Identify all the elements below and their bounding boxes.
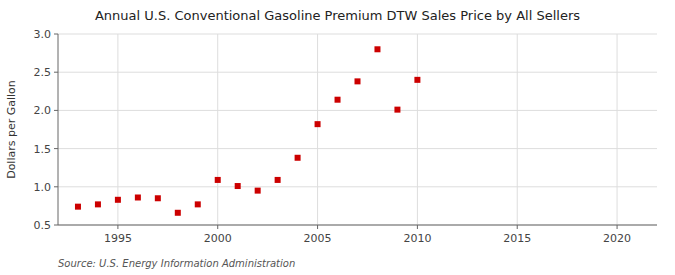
y-grid-line	[58, 34, 657, 35]
x-tick	[517, 225, 518, 229]
x-tick-label: 2015	[503, 232, 531, 245]
y-tick	[54, 34, 58, 35]
point	[374, 46, 380, 52]
x-tick	[117, 225, 118, 229]
chart-svg: Annual U.S. Conventional Gasoline Premiu…	[0, 0, 675, 275]
source-note: Source: U.S. Energy Information Administ…	[58, 258, 295, 269]
point	[275, 177, 281, 183]
x-tick	[317, 225, 318, 229]
point	[315, 121, 321, 127]
x-grid-line	[217, 34, 218, 225]
y-tick-label: 2.0	[34, 104, 52, 117]
y-grid-line	[58, 72, 657, 73]
x-tick-label: 2020	[603, 232, 631, 245]
x-tick-label: 2005	[304, 232, 332, 245]
x-tick-label: 1995	[104, 232, 132, 245]
point	[414, 77, 420, 83]
point	[394, 107, 400, 113]
x-tick-label: 2010	[403, 232, 431, 245]
y-tick	[54, 225, 58, 226]
point	[155, 195, 161, 201]
axes: 0.5 1.0 1.5 2.0 2.5 3.0 1995 2000 2005 2010 2015 20…	[34, 28, 658, 245]
y-tick	[54, 72, 58, 73]
point	[135, 194, 141, 200]
y-axis-label: Dollars per Gallon	[5, 80, 18, 179]
chart-container: Annual U.S. Conventional Gasoline Premiu…	[0, 0, 675, 275]
y-grid-line	[58, 186, 657, 187]
point	[295, 155, 301, 161]
y-tick-label: 3.0	[34, 28, 52, 41]
x-axis-line	[58, 225, 657, 226]
x-grid-line	[317, 34, 318, 225]
point	[95, 201, 101, 207]
x-tick	[617, 225, 618, 229]
y-axis-line	[58, 34, 59, 225]
x-grid-line	[417, 34, 418, 225]
point	[195, 201, 201, 207]
point	[335, 97, 341, 103]
x-tick	[417, 225, 418, 229]
y-tick-label: 2.5	[34, 66, 52, 79]
points	[75, 46, 420, 215]
y-tick	[54, 148, 58, 149]
y-tick-label: 1.0	[34, 181, 52, 194]
x-grid-line	[617, 34, 618, 225]
y-grid-line	[58, 148, 657, 149]
point	[215, 177, 221, 183]
grid	[58, 34, 657, 225]
chart-title: Annual U.S. Conventional Gasoline Premiu…	[95, 8, 580, 23]
y-tick	[54, 186, 58, 187]
point	[235, 183, 241, 189]
y-grid-line	[58, 225, 657, 226]
x-tick	[217, 225, 218, 229]
x-tick-label: 2000	[204, 232, 232, 245]
point	[355, 78, 361, 84]
x-grid-line	[517, 34, 518, 225]
y-tick-label: 1.5	[34, 143, 52, 156]
y-tick	[54, 110, 58, 111]
point	[75, 204, 81, 210]
y-tick-label: 0.5	[34, 219, 52, 232]
point	[255, 188, 261, 194]
y-grid-line	[58, 110, 657, 111]
point	[115, 197, 121, 203]
point	[175, 210, 181, 216]
x-grid-line	[117, 34, 118, 225]
